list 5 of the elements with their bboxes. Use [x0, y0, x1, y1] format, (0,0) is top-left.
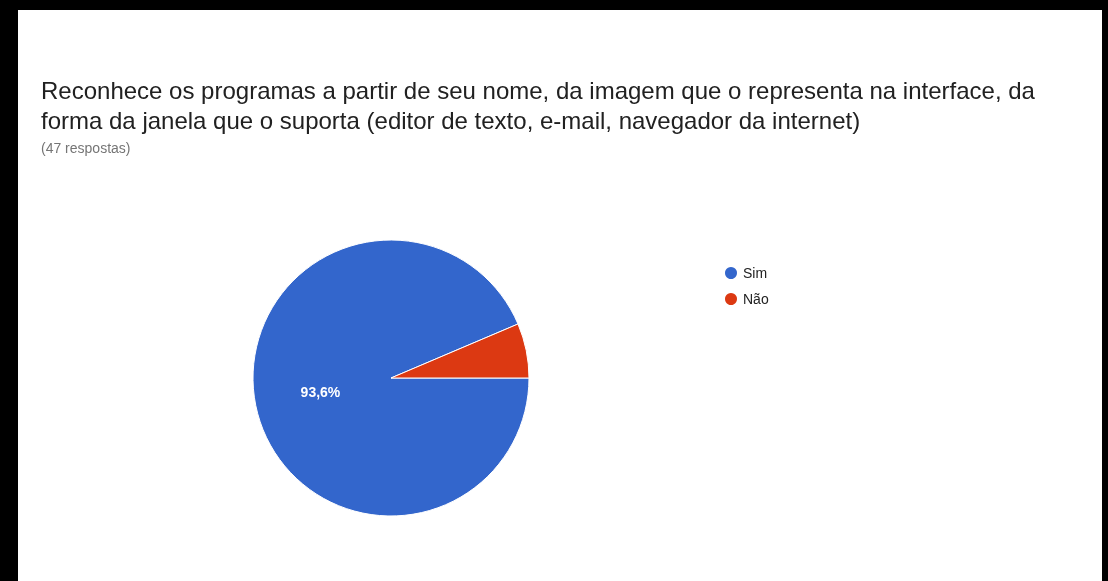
text: (47 respostas)	[41, 140, 131, 156]
legend-label: Não	[743, 291, 769, 307]
chart-title: Reconhece os programas a partir de seu nome, da imagem que o representa na interface, da forma da janela que o suporta (editor de texto, e-mail, navegador da internet)	[41, 76, 1042, 134]
legend-label: Sim	[743, 265, 768, 281]
data-label: 93,6%	[300, 384, 341, 401]
